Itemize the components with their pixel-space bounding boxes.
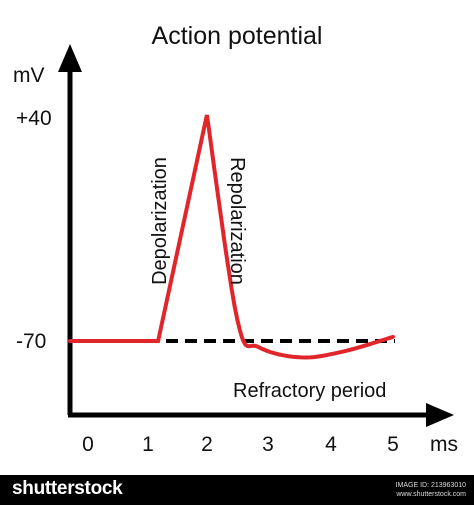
x-tick-5: 5 [387, 433, 399, 456]
x-axis-arrowhead [426, 403, 454, 427]
repolarization-label: Repolarization [226, 157, 248, 285]
y-axis-arrowhead [58, 44, 82, 72]
x-tick-0: 0 [82, 433, 94, 456]
depolarization-label: Depolarization [149, 157, 171, 285]
x-tick-2: 2 [201, 433, 213, 456]
footer-meta: IMAGE ID: 213963010 www.shutterstock.com [396, 481, 466, 499]
footer-image-id: IMAGE ID: 213963010 [395, 482, 466, 489]
action-potential-trace [68, 114, 395, 360]
action-potential-diagram: Action potential mV +40 -70 0 1 2 3 4 5 … [13, 22, 458, 456]
x-tick-4: 4 [325, 433, 337, 456]
refractory-period-label: Refractory period [233, 380, 386, 402]
x-axis-unit: ms [430, 433, 458, 456]
y-tick-plus40: +40 [16, 107, 52, 130]
x-tick-1: 1 [142, 433, 154, 456]
stock-footer-bar: shutterstock IMAGE ID: 213963010 www.shu… [0, 475, 474, 505]
footer-brand: shutterstock [12, 478, 123, 499]
y-axis-unit: mV [13, 64, 45, 87]
y-tick-minus70: -70 [16, 330, 46, 353]
footer-site: www.shutterstock.com [396, 491, 466, 498]
x-tick-3: 3 [262, 433, 274, 456]
diagram-title: Action potential [152, 22, 323, 50]
